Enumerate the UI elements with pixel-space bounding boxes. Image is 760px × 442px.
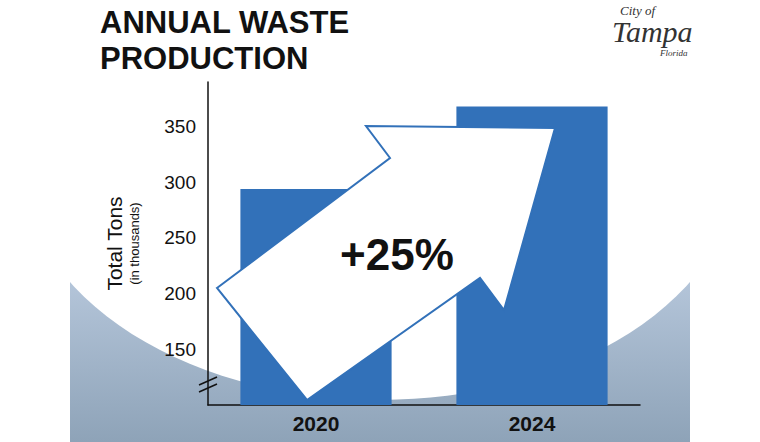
svg-text:City of: City of xyxy=(620,3,655,18)
svg-text:PRODUCTION: PRODUCTION xyxy=(100,41,308,76)
svg-text:Tampa: Tampa xyxy=(612,15,693,48)
svg-text:ANNUAL WASTE: ANNUAL WASTE xyxy=(100,5,349,40)
svg-text:250: 250 xyxy=(164,227,196,248)
svg-text:(in thousands): (in thousands) xyxy=(127,202,142,284)
svg-text:2020: 2020 xyxy=(293,412,340,435)
svg-text:350: 350 xyxy=(164,116,196,137)
svg-text:+25%: +25% xyxy=(340,230,454,279)
svg-text:150: 150 xyxy=(164,339,196,360)
svg-text:Total Tons: Total Tons xyxy=(103,196,126,290)
svg-text:300: 300 xyxy=(164,172,196,193)
svg-text:200: 200 xyxy=(164,283,196,304)
svg-text:Florida: Florida xyxy=(659,48,688,58)
svg-text:2024: 2024 xyxy=(509,412,556,435)
